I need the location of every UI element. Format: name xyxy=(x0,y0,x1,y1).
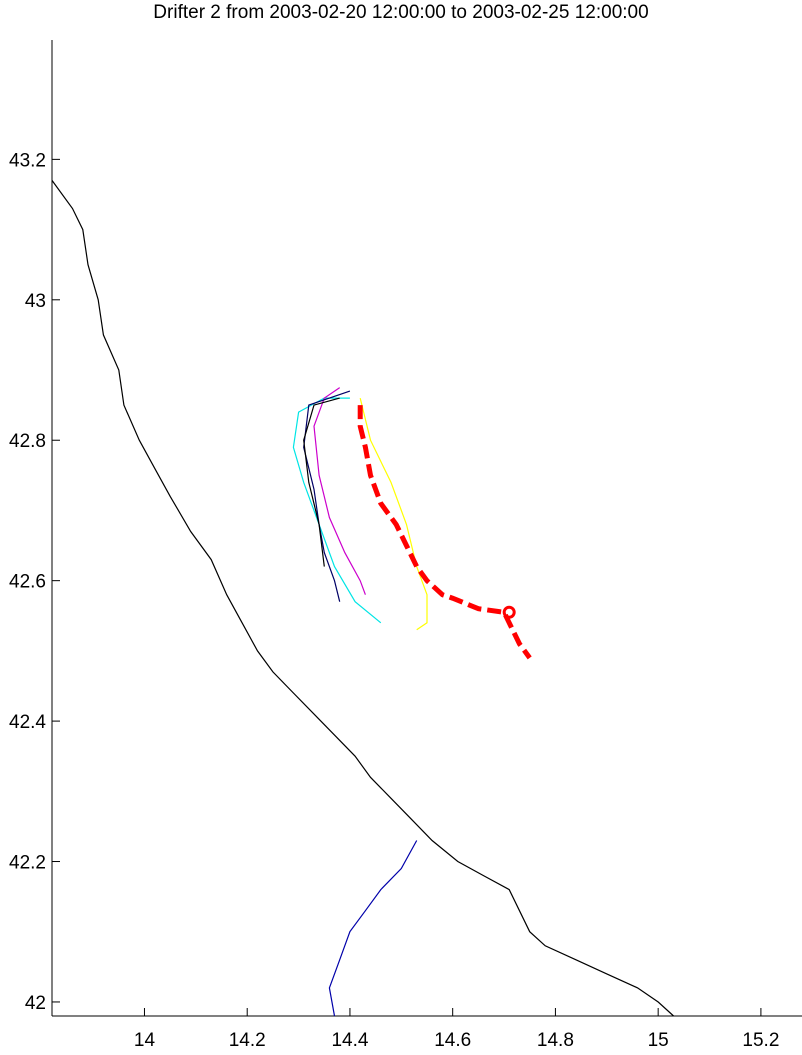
model-track-1 xyxy=(359,397,428,631)
river xyxy=(328,840,418,1017)
observed-drifter-track xyxy=(357,405,532,660)
y-tick-label: 43.2 xyxy=(9,150,46,171)
model-track-5 xyxy=(303,397,340,567)
model-track-3 xyxy=(313,387,366,595)
x-tick-label: 14 xyxy=(134,1030,156,1051)
y-tick-label: 43 xyxy=(25,291,46,312)
model-track-4 xyxy=(303,390,351,602)
x-tick-label: 14.2 xyxy=(229,1030,266,1051)
y-tick-label: 42.4 xyxy=(9,712,46,733)
x-tick-label: 14.6 xyxy=(434,1030,471,1051)
y-tick-label: 42 xyxy=(25,993,46,1014)
coastline xyxy=(51,180,675,1017)
x-tick-label: 15 xyxy=(648,1030,669,1051)
y-tick-label: 42.2 xyxy=(9,853,46,874)
y-tick-label: 42.6 xyxy=(9,572,46,593)
map-title: Drifter 2 from 2003-02-20 12:00:00 to 20… xyxy=(153,2,649,23)
x-tick-label: 15.2 xyxy=(742,1030,779,1051)
x-tick-label: 14.8 xyxy=(537,1030,574,1051)
x-tick-label: 14.4 xyxy=(331,1030,368,1051)
drifter-position-marker xyxy=(502,605,516,619)
y-tick-label: 42.8 xyxy=(9,431,46,452)
